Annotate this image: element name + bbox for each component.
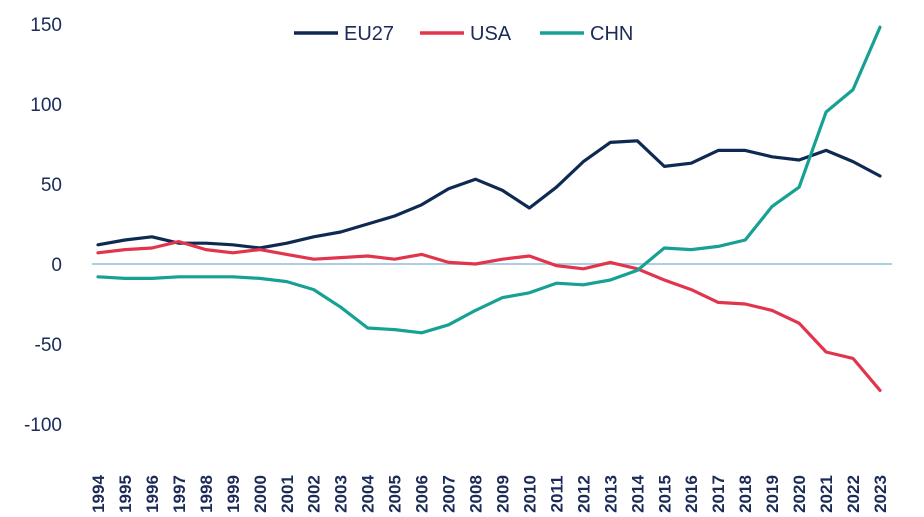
x-tick-label: 1996 (143, 475, 162, 513)
y-tick-label: 50 (41, 175, 62, 196)
x-tick-label: 2005 (386, 475, 405, 513)
x-tick-label: 2011 (547, 476, 566, 513)
legend-label-eu27: EU27 (344, 23, 394, 45)
x-tick-label: 2009 (493, 475, 512, 513)
x-tick-label: 1998 (197, 475, 216, 513)
x-tick-label: 1999 (224, 475, 243, 513)
x-tick-label: 2002 (305, 475, 324, 513)
x-tick-label: 2014 (628, 475, 647, 513)
x-tick-label: 2022 (844, 475, 863, 513)
y-tick-label: 150 (30, 15, 62, 36)
x-tick-label: 2006 (413, 475, 432, 513)
x-tick-label: 1995 (116, 475, 135, 513)
series-line-eu27 (96, 139, 882, 250)
y-tick-label: -100 (24, 415, 62, 436)
x-tick-label: 2023 (871, 475, 890, 513)
x-tick-label: 2013 (601, 475, 620, 513)
x-tick-label: 2012 (574, 475, 593, 513)
y-tick-label: 0 (51, 255, 62, 276)
series-line-chn (96, 25, 882, 335)
x-tick-label: 2001 (278, 475, 297, 513)
series-lines (96, 25, 882, 392)
series-line-usa (96, 240, 882, 392)
legend-label-chn: CHN (590, 23, 633, 45)
x-tick-label: 2004 (359, 475, 378, 513)
x-tick-label: 2017 (709, 475, 728, 513)
x-tick-label: 2008 (467, 475, 486, 513)
y-tick-label: 100 (30, 95, 62, 116)
x-tick-label: 2010 (520, 475, 539, 513)
x-tick-label: 2020 (790, 475, 809, 513)
x-tick-label: 1997 (170, 475, 189, 513)
x-tick-label: 2016 (682, 475, 701, 513)
x-tick-label: 1994 (89, 475, 108, 513)
x-axis-tick-labels: 1994 1995 1996 1997 1998 1999 2000 2001 2002 2003… (89, 475, 890, 513)
y-tick-label: -50 (35, 335, 62, 356)
x-tick-label: 2000 (251, 475, 270, 513)
x-tick-label: 2007 (440, 475, 459, 513)
x-tick-label: 2015 (655, 475, 674, 513)
x-tick-label: 2019 (763, 475, 782, 513)
x-tick-label: 2021 (817, 475, 836, 513)
legend-label-usa: USA (470, 23, 512, 45)
x-tick-label: 2003 (332, 475, 351, 513)
legend: EU27 USA CHN (294, 23, 633, 45)
x-tick-label: 2018 (736, 475, 755, 513)
y-axis-tick-labels: -100 -50 0 50 100 150 (24, 15, 62, 436)
